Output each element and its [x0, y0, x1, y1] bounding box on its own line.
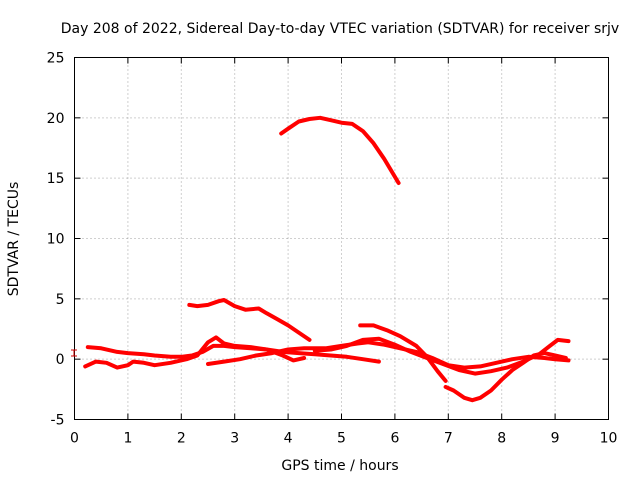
- y-axis-label: SDTVAR / TECUs: [6, 182, 22, 297]
- x-tick-label: 7: [444, 431, 453, 447]
- x-tick-label: 5: [337, 431, 346, 447]
- y-tick-label: -5: [51, 413, 65, 429]
- y-tick-label: 5: [56, 292, 65, 308]
- x-tick-label: 0: [70, 431, 79, 447]
- x-tick-label: 10: [600, 431, 618, 447]
- chart-title: Day 208 of 2022, Sidereal Day-to-day VTE…: [61, 21, 619, 37]
- x-axis-label: GPS time / hours: [281, 458, 398, 474]
- y-tick-label: 25: [47, 51, 65, 67]
- series-line-arc-a: [85, 343, 381, 364]
- y-tick-label: 0: [56, 352, 65, 368]
- x-tick-label: 2: [177, 431, 186, 447]
- y-tick-label: 10: [47, 232, 65, 248]
- x-tick-label: 3: [230, 431, 239, 447]
- x-tick-label: 9: [551, 431, 560, 447]
- y-tick-label: 15: [47, 171, 65, 187]
- y-tick-label: 20: [47, 111, 65, 127]
- series-group: [83, 115, 571, 403]
- ticks: 0 1 2 3 4 5 6 7 8 9 10 -5 0 5 10 15 20 25: [47, 51, 618, 447]
- x-tick-label: 6: [390, 431, 399, 447]
- series-line-arc-high: [279, 115, 401, 185]
- series-line-arc-b: [83, 335, 307, 370]
- series-line-arc-c: [206, 340, 571, 370]
- x-tick-label: 8: [497, 431, 506, 447]
- x-tick-label: 4: [284, 431, 293, 447]
- series-line-arc-f: [443, 351, 568, 403]
- x-tick-label: 1: [123, 431, 132, 447]
- series-line-arc-mid: [187, 298, 312, 342]
- error-bar-marker: [71, 349, 77, 357]
- series-line-arc-e: [358, 323, 448, 383]
